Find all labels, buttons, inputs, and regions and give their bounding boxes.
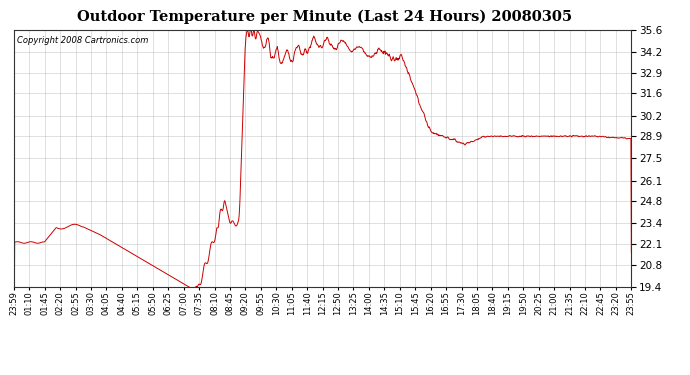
Text: Outdoor Temperature per Minute (Last 24 Hours) 20080305: Outdoor Temperature per Minute (Last 24 … xyxy=(77,9,572,24)
Text: Copyright 2008 Cartronics.com: Copyright 2008 Cartronics.com xyxy=(17,36,148,45)
